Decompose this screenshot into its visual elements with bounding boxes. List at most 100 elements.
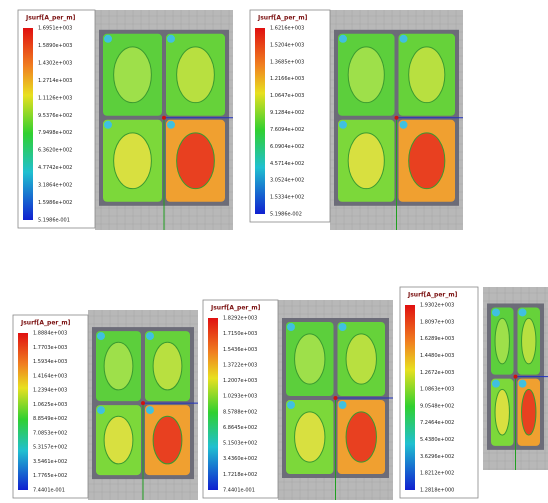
legend-label: 9.0548e+002 <box>420 403 454 409</box>
legend-label: 1.3722e+003 <box>223 362 257 368</box>
legend-label: 1.3685e+003 <box>270 59 304 65</box>
legend-label: 1.1126e+003 <box>38 95 72 101</box>
figure: Jsurf[A_per_m]1.6951e+0031.5890e+0031.43… <box>0 0 548 503</box>
legend-label: 1.8884e+003 <box>33 331 67 337</box>
legend-label: 1.7150e+003 <box>223 331 257 337</box>
patch-ring <box>153 342 182 390</box>
legend-label: 1.2394e+003 <box>33 388 67 394</box>
legend-label: 1.2007e+003 <box>223 378 257 384</box>
legend-label: 8.5788e+002 <box>223 409 257 415</box>
legend-label: 1.8097e+003 <box>420 319 454 325</box>
origin <box>395 116 399 120</box>
legend-label: 1.6289e+003 <box>420 336 454 342</box>
patch-ring <box>114 47 152 103</box>
legend-label: 7.4401e-001 <box>223 488 255 494</box>
legend-label: 1.7765e+002 <box>33 473 67 479</box>
feed <box>104 35 112 43</box>
legend-label: 1.0647e+003 <box>270 93 304 99</box>
legend-label: 1.8212e+002 <box>420 471 454 477</box>
patch-ring <box>348 47 384 103</box>
legend-label: 1.9302e+003 <box>420 303 454 309</box>
legend-label: 1.5204e+003 <box>270 42 304 48</box>
feed <box>146 332 154 340</box>
origin <box>334 396 338 400</box>
legend-label: 7.2464e+002 <box>420 420 454 426</box>
legend-label: 9.1284e+002 <box>270 110 304 116</box>
legend-title: Jsurf[A_per_m] <box>25 15 76 22</box>
legend-label: 1.2166e+003 <box>270 76 304 82</box>
feed <box>339 323 347 331</box>
legend-label: 3.5461e+002 <box>33 459 67 465</box>
legend-label: 3.6296e+002 <box>420 454 454 460</box>
legend-label: 6.3620e+002 <box>38 148 72 154</box>
legend-title: Jsurf[A_per_m] <box>407 292 458 299</box>
color-bar <box>23 28 33 220</box>
patch-ring <box>153 416 182 464</box>
feed <box>339 121 347 129</box>
legend-label: 1.0293e+003 <box>223 394 257 400</box>
patch-ring <box>409 47 445 103</box>
feed <box>97 332 105 340</box>
legend-label: 7.0853e+002 <box>33 430 67 436</box>
legend-label: 1.0863e+003 <box>420 387 454 393</box>
patch-ring <box>295 334 325 384</box>
legend-label: 1.7703e+003 <box>33 345 67 351</box>
color-bar <box>405 305 415 490</box>
legend-label: 7.9498e+002 <box>38 130 72 136</box>
feed <box>146 406 154 414</box>
legend-label: 1.5986e+002 <box>38 200 72 206</box>
patch-ring <box>346 334 376 384</box>
legend-label: 3.1864e+002 <box>38 183 72 189</box>
legend-title: Jsurf[A_per_m] <box>20 320 71 327</box>
feed <box>400 35 408 43</box>
legend-label: 5.4380e+002 <box>420 437 454 443</box>
origin <box>141 401 145 405</box>
feed <box>492 308 500 316</box>
patch-ring <box>295 412 325 462</box>
feed <box>167 121 175 129</box>
feed <box>519 308 527 316</box>
legend-label: 4.7742e+002 <box>38 165 72 171</box>
legend-label: 1.4164e+003 <box>33 373 67 379</box>
legend-label: 4.5714e+002 <box>270 161 304 167</box>
legend-label: 1.6216e+003 <box>270 26 304 32</box>
legend-label: 8.8549e+002 <box>33 416 67 422</box>
legend-label: 1.2672e+003 <box>420 370 454 376</box>
legend-label: 1.5934e+003 <box>33 359 67 365</box>
feed <box>287 401 295 409</box>
legend-label: 1.0625e+003 <box>33 402 67 408</box>
patch-ring <box>522 389 536 435</box>
patch-ring <box>346 412 376 462</box>
feed <box>339 401 347 409</box>
legend-label: 3.0524e+002 <box>270 178 304 184</box>
legend-label: 5.3157e+002 <box>33 445 67 451</box>
color-bar <box>18 333 28 490</box>
legend-label: 6.8645e+002 <box>223 425 257 431</box>
feed <box>104 121 112 129</box>
legend-title: Jsurf[A_per_m] <box>257 15 308 22</box>
feed <box>339 35 347 43</box>
legend-label: 3.4360e+002 <box>223 456 257 462</box>
patch-ring <box>522 318 536 364</box>
origin <box>514 375 518 379</box>
legend-label: 1.6951e+003 <box>38 26 72 32</box>
legend-label: 5.1503e+002 <box>223 441 257 447</box>
patch-ring <box>495 389 509 435</box>
color-bar <box>208 318 218 490</box>
legend-label: 1.8292e+003 <box>223 316 257 322</box>
patch-ring <box>177 133 215 189</box>
patch-ring <box>348 133 384 189</box>
feed <box>287 323 295 331</box>
legend-label: 1.2714e+003 <box>38 78 72 84</box>
legend-label: 1.5890e+003 <box>38 43 72 49</box>
legend-label: 1.7218e+002 <box>223 472 257 478</box>
feed <box>400 121 408 129</box>
patch-ring <box>495 318 509 364</box>
legend-label: 1.5334e+002 <box>270 195 304 201</box>
patch-ring <box>104 342 133 390</box>
legend-label: 1.5436e+003 <box>223 347 257 353</box>
patch-ring <box>409 133 445 189</box>
origin <box>162 116 166 120</box>
legend-label: 9.5376e+002 <box>38 113 72 119</box>
feed <box>519 380 527 388</box>
